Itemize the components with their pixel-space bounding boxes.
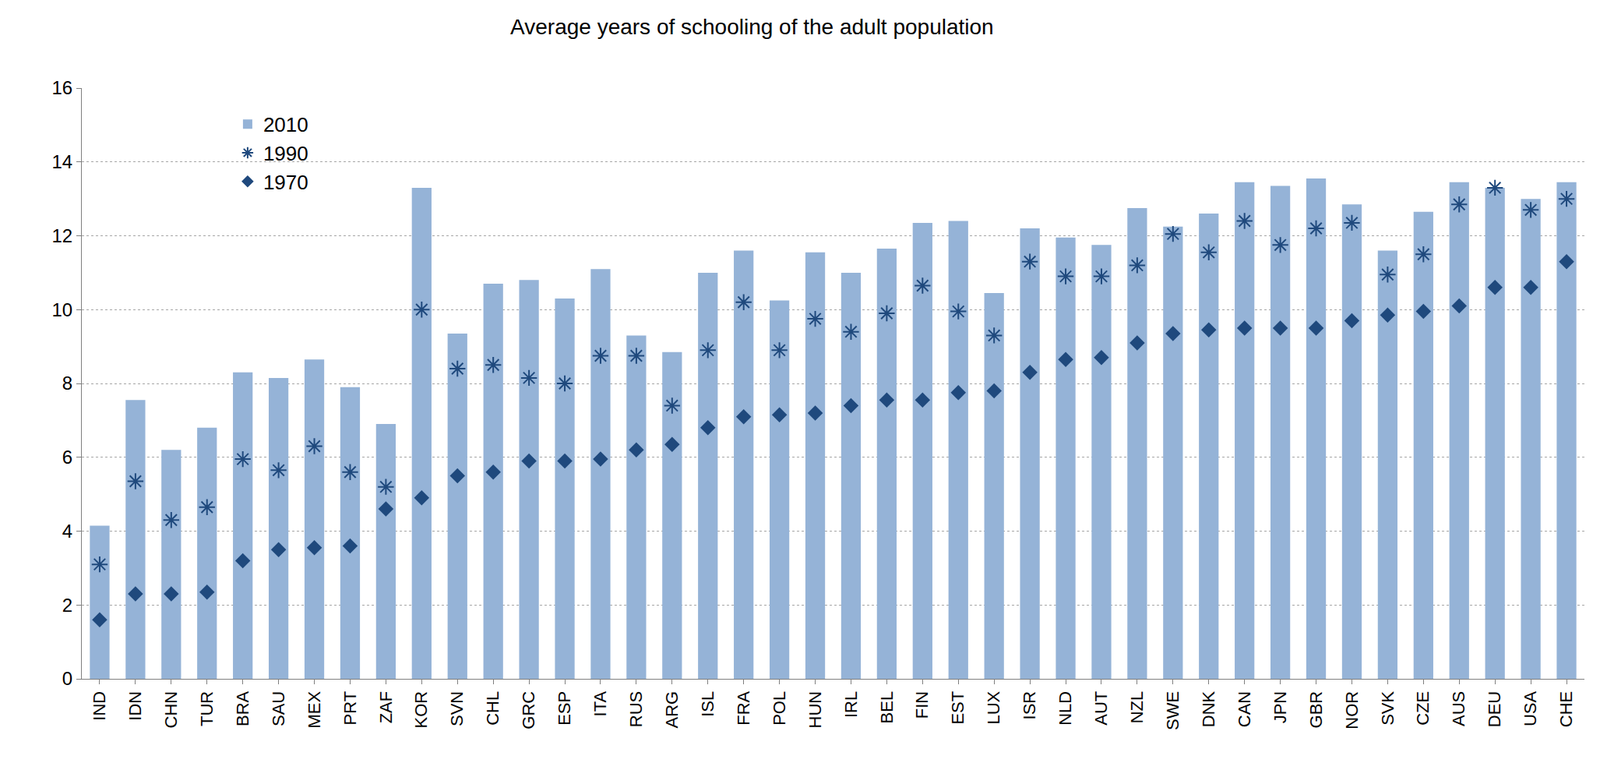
svg-text:KOR: KOR [411, 690, 431, 729]
svg-text:BEL: BEL [877, 690, 897, 724]
svg-text:GBR: GBR [1306, 690, 1326, 729]
svg-text:16: 16 [51, 77, 73, 99]
svg-text:CHN: CHN [161, 690, 181, 729]
svg-text:ISR: ISR [1019, 690, 1040, 720]
svg-text:CHL: CHL [482, 690, 503, 726]
svg-text:NOR: NOR [1342, 690, 1362, 730]
svg-text:IRL: IRL [841, 690, 861, 718]
svg-text:JPN: JPN [1270, 690, 1290, 724]
svg-text:Average years of schooling of: Average years of schooling of the adult … [510, 14, 994, 39]
svg-text:BRA: BRA [232, 690, 253, 726]
svg-text:ARG: ARG [662, 690, 682, 729]
svg-text:EST: EST [948, 690, 968, 725]
svg-text:CHE: CHE [1556, 690, 1576, 727]
svg-text:14: 14 [51, 151, 73, 173]
svg-text:ESP: ESP [554, 690, 575, 726]
svg-text:HUN: HUN [805, 690, 825, 729]
svg-text:SAU: SAU [268, 690, 289, 726]
svg-text:6: 6 [62, 446, 73, 468]
svg-text:AUS: AUS [1448, 690, 1469, 726]
svg-text:POL: POL [769, 690, 790, 726]
svg-text:10: 10 [51, 299, 73, 321]
svg-text:2: 2 [62, 594, 73, 616]
svg-text:MEX: MEX [304, 690, 325, 728]
svg-text:SWE: SWE [1162, 690, 1183, 730]
svg-text:IND: IND [89, 690, 110, 721]
svg-text:IDN: IDN [125, 690, 145, 721]
svg-text:NLD: NLD [1055, 690, 1075, 726]
svg-text:ITA: ITA [590, 690, 610, 716]
svg-text:LUX: LUX [983, 690, 1004, 724]
svg-text:FRA: FRA [733, 690, 754, 725]
svg-text:SVK: SVK [1377, 690, 1398, 725]
svg-text:AUT: AUT [1091, 690, 1111, 726]
svg-text:ZAF: ZAF [376, 690, 396, 724]
svg-text:1970: 1970 [263, 170, 309, 194]
svg-text:RUS: RUS [626, 690, 646, 727]
svg-text:CAN: CAN [1234, 690, 1255, 727]
svg-text:FIN: FIN [912, 690, 932, 719]
svg-text:DEU: DEU [1484, 690, 1505, 727]
svg-text:GRC: GRC [518, 690, 539, 730]
svg-text:USA: USA [1520, 690, 1541, 726]
svg-text:2010: 2010 [263, 112, 309, 137]
svg-text:4: 4 [62, 520, 73, 542]
svg-text:TUR: TUR [197, 690, 217, 726]
svg-text:0: 0 [62, 667, 73, 689]
svg-text:NZL: NZL [1127, 690, 1147, 724]
svg-text:12: 12 [51, 225, 73, 247]
svg-text:CZE: CZE [1413, 690, 1433, 726]
svg-text:SVN: SVN [447, 690, 467, 726]
svg-text:8: 8 [62, 372, 73, 394]
svg-text:DNK: DNK [1198, 690, 1219, 727]
svg-text:ISL: ISL [697, 690, 718, 717]
svg-text:PRT: PRT [340, 690, 360, 726]
svg-text:1990: 1990 [263, 141, 309, 166]
